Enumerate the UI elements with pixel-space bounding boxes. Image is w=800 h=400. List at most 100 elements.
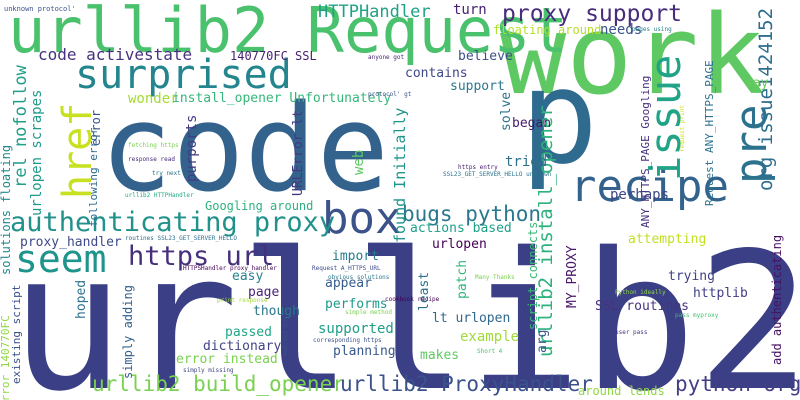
word-example: example	[460, 329, 520, 345]
word-short-4: Short 4	[477, 348, 503, 355]
word-tried: tried	[505, 154, 548, 170]
word-lt-urlopen: lt urlopen	[432, 311, 511, 326]
word-unknown-protocol: unknown protocol'	[4, 5, 76, 13]
word-httphandler: HTTPHandler	[318, 2, 431, 22]
word-least: least	[417, 271, 432, 311]
word-surprised: surprised	[75, 52, 292, 98]
word-perhaps: perhaps	[610, 187, 670, 203]
word-easy: easy	[232, 269, 264, 284]
word-routines-ssl23-get-server-hello: routines SSL23_GET_SERVER_HELLO	[125, 235, 237, 242]
word-makes: makes	[420, 348, 460, 363]
word-p: p	[520, 41, 599, 193]
word-urlopen: urlopen	[432, 237, 487, 252]
word-began: began	[512, 116, 552, 131]
word-floating-around: floating around	[493, 23, 602, 37]
word-hoped: hoped	[74, 279, 89, 319]
word-work: work	[500, 0, 765, 119]
word-actions-based: actions based	[410, 221, 512, 236]
word-around-lends: around lends	[578, 384, 665, 398]
word-say: say	[745, 76, 769, 91]
word-needs: needs	[600, 22, 643, 38]
word-myproxy-port: myproxy port	[282, 312, 289, 356]
word-request-any-https-page: Request ANY_HTTPS_PAGE	[703, 60, 716, 206]
word-anyone-got: anyone got	[368, 54, 405, 61]
word-script-connects: script connects	[526, 221, 540, 330]
word-request-print: request print	[679, 105, 686, 152]
word-googling-around: Googling around	[205, 199, 314, 213]
word-cookbook-recipe: cookbook recipe	[385, 296, 440, 303]
word-error-140770fc: error 140770FC	[0, 315, 12, 400]
word-seem: seem	[15, 237, 107, 281]
word-request-a-https-url: Request A_HTTPS_URL	[312, 265, 381, 272]
word-try-next: try next	[152, 170, 181, 177]
word-though: though	[253, 304, 300, 319]
word-simply-missing: simply missing	[183, 367, 234, 374]
word-ssl23-get-server-hello-unknown: SSL23_GET_SERVER_HELLO unknown	[443, 171, 552, 178]
word-org-issue1424152: org issue1424152	[755, 7, 777, 191]
word-python-org: python org	[675, 372, 800, 396]
word-pages-using: pages using	[632, 26, 672, 33]
word-user-pass: user pass	[615, 329, 648, 336]
word-supported: supported	[318, 321, 394, 337]
word-turn: turn	[453, 2, 487, 18]
word-existing-script: existing script	[10, 284, 23, 384]
word-httplib: httplib	[693, 286, 748, 301]
word-response-read: response read	[128, 156, 175, 163]
word-believe: believe	[458, 49, 513, 64]
word-https-url: https url	[128, 241, 275, 272]
word-obvious-solutions: obvious solutions	[328, 274, 390, 281]
word-import: import	[332, 249, 379, 264]
word-protocol-gt: protocol' gt	[368, 91, 412, 98]
word-proxy-support: proxy support	[502, 1, 683, 27]
word-urllib2-request: urllib2 Request	[8, 0, 568, 67]
word-box: box	[322, 193, 402, 244]
word-any-https-page-googling: ANY_HTTPS_PAGE Googling	[639, 75, 652, 228]
word-urlopen-scrapes: urlopen scrapes	[29, 89, 45, 216]
word-corresponding-https: corresponding https	[313, 337, 382, 344]
word-urlerror-lt: URLError lt	[291, 109, 306, 196]
word-solutions-floating: solutions floating	[0, 144, 13, 275]
word-ssl-routines: SSL routines	[595, 299, 689, 314]
word-web: web	[351, 149, 367, 175]
word-code: code	[100, 80, 389, 219]
word-page: page	[248, 285, 280, 300]
word-arg: arg	[535, 329, 550, 353]
word-print-response: print response	[217, 297, 268, 304]
word-appear: appear	[325, 276, 372, 291]
word-my-proxy: MY_PROXY	[565, 245, 580, 308]
word-fetching-https: fetching https	[128, 142, 179, 149]
word-httpshandler-proxy-handler: HTTPSHandler proxy_handler	[183, 265, 277, 272]
word-error-instead: error instead	[176, 352, 278, 367]
word-planning: planning	[333, 344, 396, 359]
word-urllib2: urllib2	[10, 212, 800, 400]
word-add-authenticating: add authenticating	[770, 234, 784, 365]
word-passed: passed	[225, 325, 272, 340]
word-many-thanks: Many Thanks	[475, 274, 515, 281]
word-install-opener-unfortunately: install_opener Unfortunately	[172, 91, 392, 106]
word-recipe: recipe	[570, 161, 729, 212]
word-urllib2-proxyhandler: urllib2 ProxyHandler	[340, 372, 593, 396]
word-purports: purports	[184, 114, 200, 182]
word-attempting: attempting	[628, 232, 707, 247]
word-patch: patch	[455, 259, 470, 299]
word-pass-myproxy: pass myproxy	[675, 312, 719, 319]
word-urllib2-httphandler: urllib2 HTTPHandler	[125, 192, 194, 199]
word-wonder: wonder	[128, 91, 179, 107]
word-performs: performs	[325, 297, 388, 312]
word-simple-method: simple method	[345, 309, 392, 316]
word-bugs-python: bugs python	[402, 202, 542, 226]
word-trying: trying	[668, 269, 715, 284]
word-code-activestate: code activestate	[38, 45, 193, 64]
word-140770fc-ssl: 140770FC SSL	[230, 49, 317, 63]
word-following-error: following error	[87, 127, 100, 227]
word-python-ideally: Python ideally	[615, 289, 666, 296]
word-dictionary: dictionary	[203, 339, 282, 354]
word-https-entry: https entry	[458, 164, 498, 171]
word-authenticating-proxy: authenticating proxy	[10, 207, 336, 238]
word-proxy-handler: proxy_handler	[20, 235, 122, 250]
word-rel-nofollow: rel nofollow	[11, 65, 31, 188]
word-contains: contains	[405, 66, 468, 81]
word-simply-adding: simply adding	[121, 285, 135, 379]
word-found-initially: found Initially	[391, 107, 409, 243]
